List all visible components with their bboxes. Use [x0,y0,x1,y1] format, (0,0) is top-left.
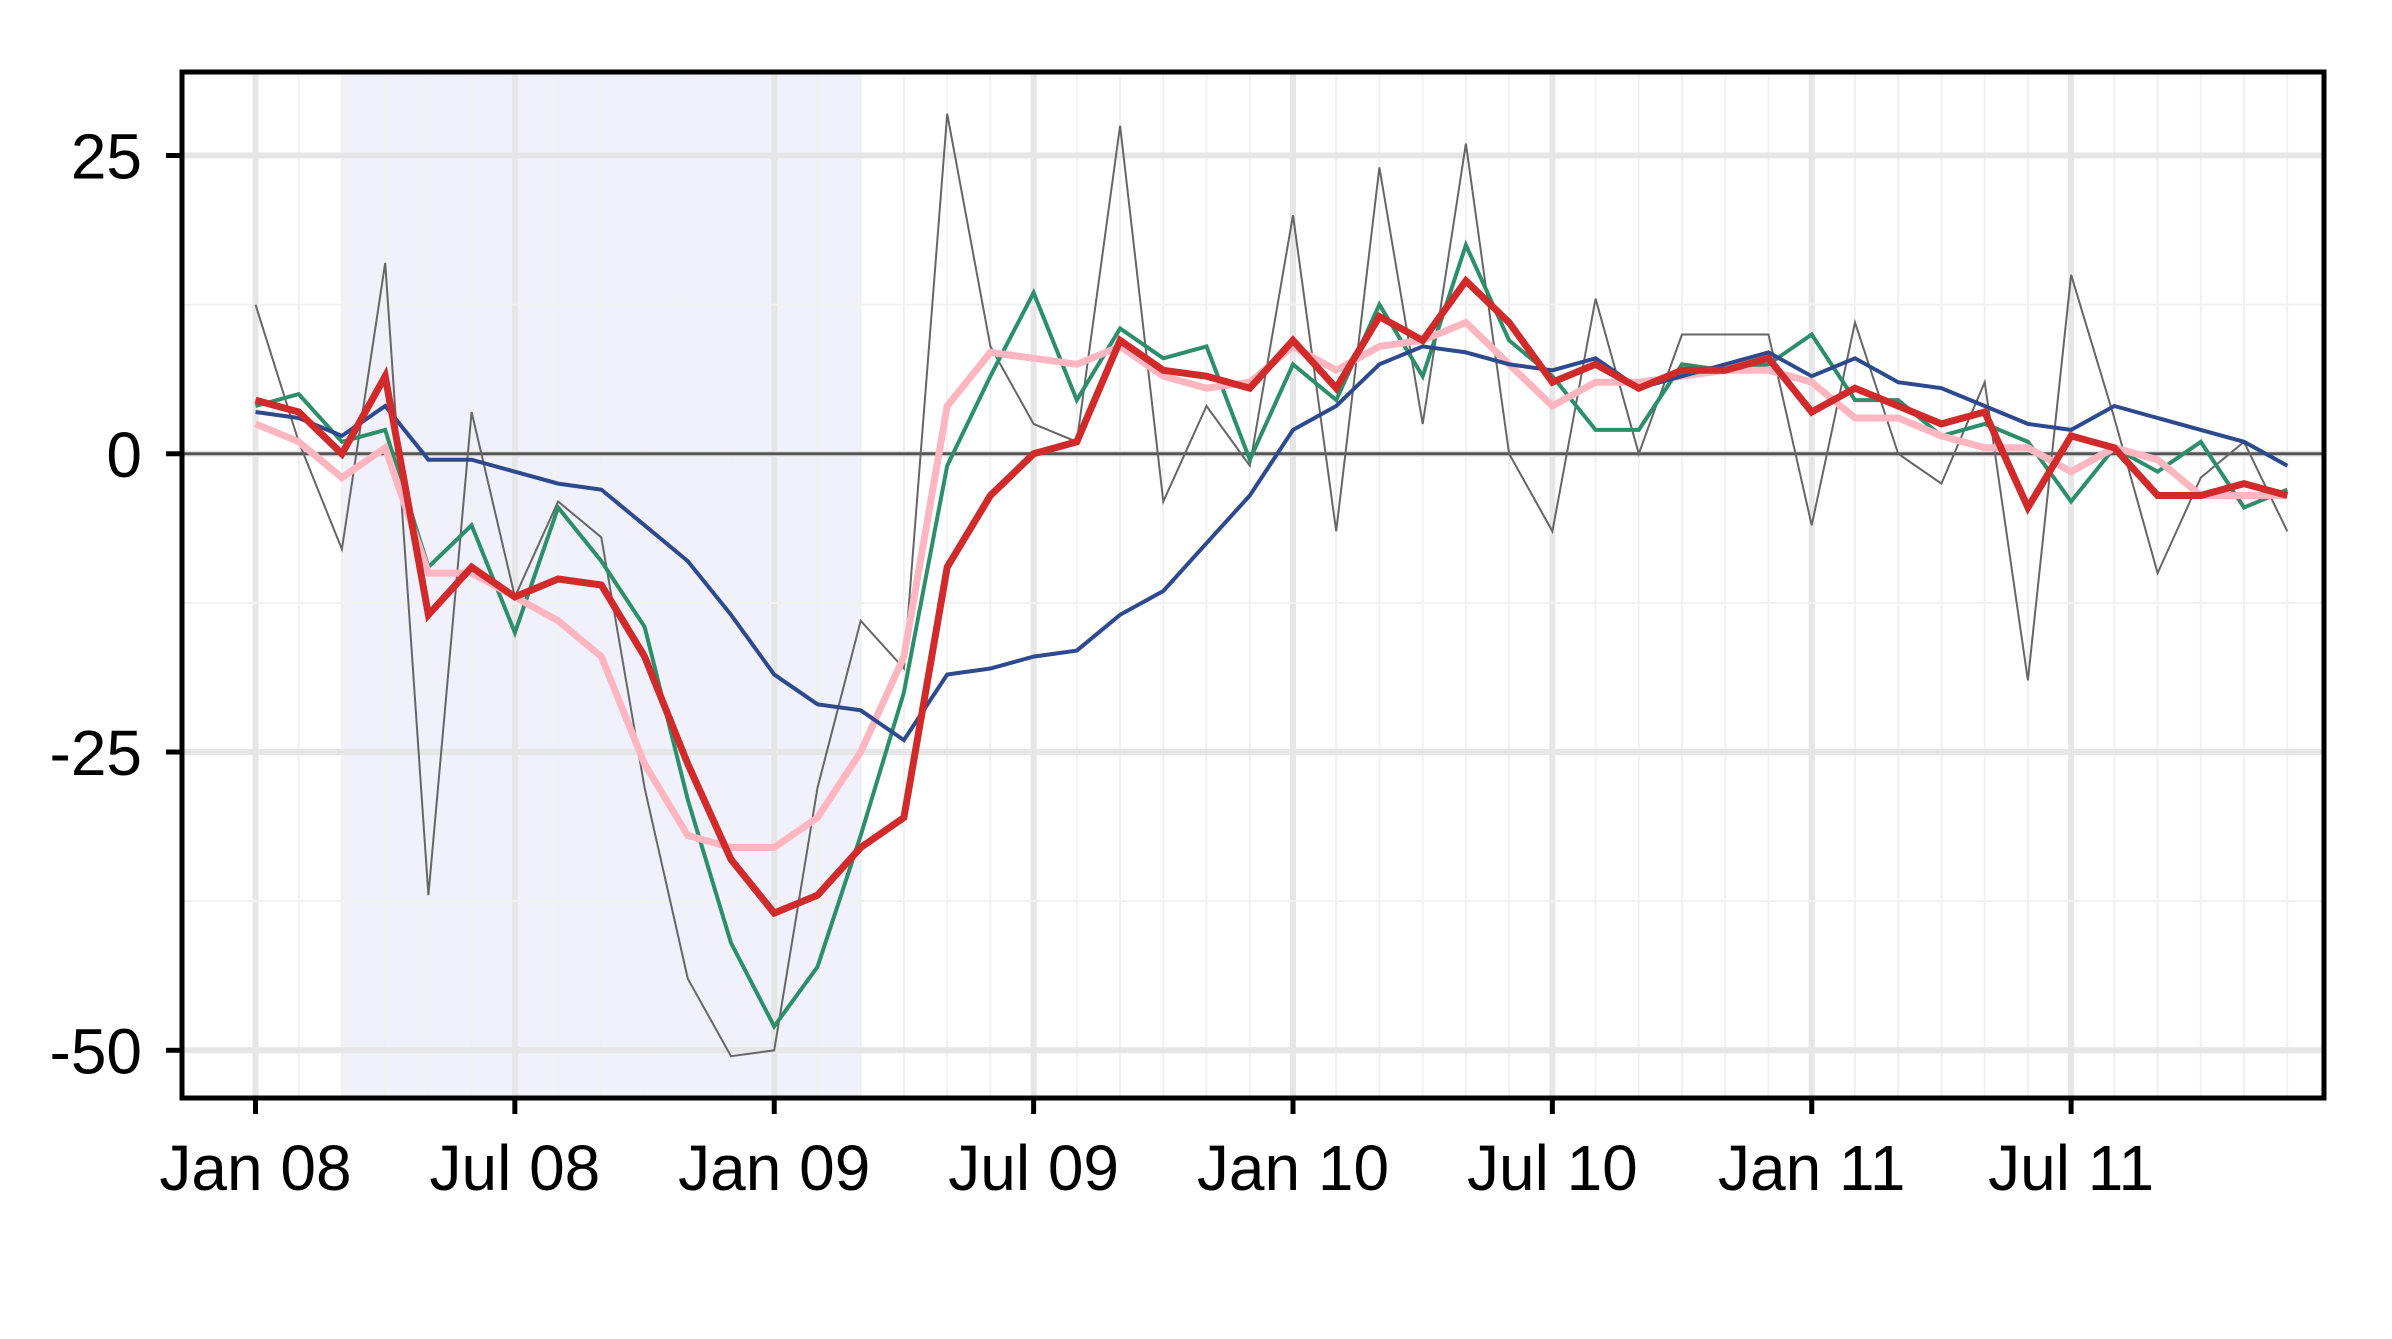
series-line-1 [254,113,2289,1058]
x-axis-ticks: Jan 08 Jul 08 Jan 09 Jul 09 Jan 10 Jul 10 Jan … [159,1098,2154,1204]
y-tick-label: -25 [50,717,143,789]
x-tick-label: Jul 08 [429,1132,600,1204]
series-line-4 [255,344,2289,743]
x-tick-label: Jul 11 [1988,1132,2154,1204]
y-tick-label: -50 [50,1015,143,1087]
grid-lines [182,72,2324,1098]
plot-border [179,69,2327,1101]
x-tick-label: Jan 11 [1718,1132,1905,1204]
x-tick-label: Jan 09 [678,1132,870,1204]
axes [179,69,2327,1101]
x-tick-label: Jul 10 [1467,1132,1638,1204]
y-axis-ticks: 25 0 -25 -50 [50,121,182,1087]
y-tick-label: 0 [106,419,142,491]
y-tick-label: 25 [71,121,142,193]
x-tick-label: Jan 08 [159,1132,351,1204]
series-line-2 [254,239,2289,1031]
x-tick-label: Jan 10 [1197,1132,1389,1204]
x-tick-label: Jul 09 [948,1132,1119,1204]
series-lines [254,113,2289,1058]
series-line-5 [254,275,2289,918]
